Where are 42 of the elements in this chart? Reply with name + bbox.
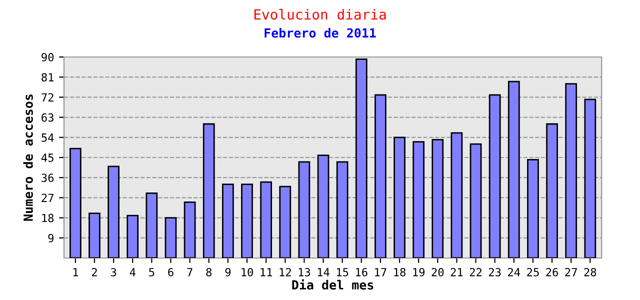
x-tick-label: 10 [242,268,253,276]
x-tick-label: 8 [206,268,212,276]
x-tick-label: 24 [508,268,520,276]
x-tick-label: 14 [318,268,330,276]
x-tick-label: 11 [260,268,272,276]
y-tick-label: 72 [42,93,54,102]
y-tick-label: 9 [48,234,54,242]
x-tick-label: 12 [280,268,291,276]
y-tick-label: 27 [42,194,54,202]
x-tick-label: 19 [413,268,425,276]
x-tick-label: 23 [488,268,501,276]
y-tick-label: 90 [42,53,54,62]
x-tick-label: 9 [225,268,231,276]
y-tick-label: 63 [42,113,54,122]
x-axis-title: Dia del mes [292,279,374,290]
x-tick-label: 28 [584,268,596,276]
x-tick-label: 15 [336,268,348,276]
x-tick-label: 7 [187,268,192,276]
x-tick-label: 25 [527,268,539,276]
x-tick-label: 2 [92,268,97,276]
chart-subtitle: Febrero de 2011 [264,28,376,38]
x-tick-label: 20 [432,268,444,276]
x-tick-label: 22 [470,268,482,276]
x-tick-label: 27 [565,268,577,276]
y-tick-label: 54 [42,134,54,142]
x-tick-label: 1 [73,268,78,276]
x-tick-label: 5 [149,268,154,276]
x-tick-label: 21 [450,268,463,276]
y-tick-label: 18 [42,214,54,222]
x-tick-label: 17 [375,268,386,276]
x-tick-label: 26 [546,268,558,276]
y-tick-label: 81 [42,73,54,82]
chart-title: Evolucion diaria [254,8,386,20]
y-tick-label: 36 [42,174,54,182]
x-tick-label: 4 [130,268,136,276]
x-tick-label: 18 [394,268,406,276]
x-tick-label: 16 [356,268,368,276]
y-tick-label: 45 [41,154,54,162]
x-tick-label: 13 [298,268,310,276]
x-tick-label: 3 [110,268,116,276]
y-axis-title: Numero de accesos [23,94,33,221]
x-tick-label: 6 [168,268,174,276]
